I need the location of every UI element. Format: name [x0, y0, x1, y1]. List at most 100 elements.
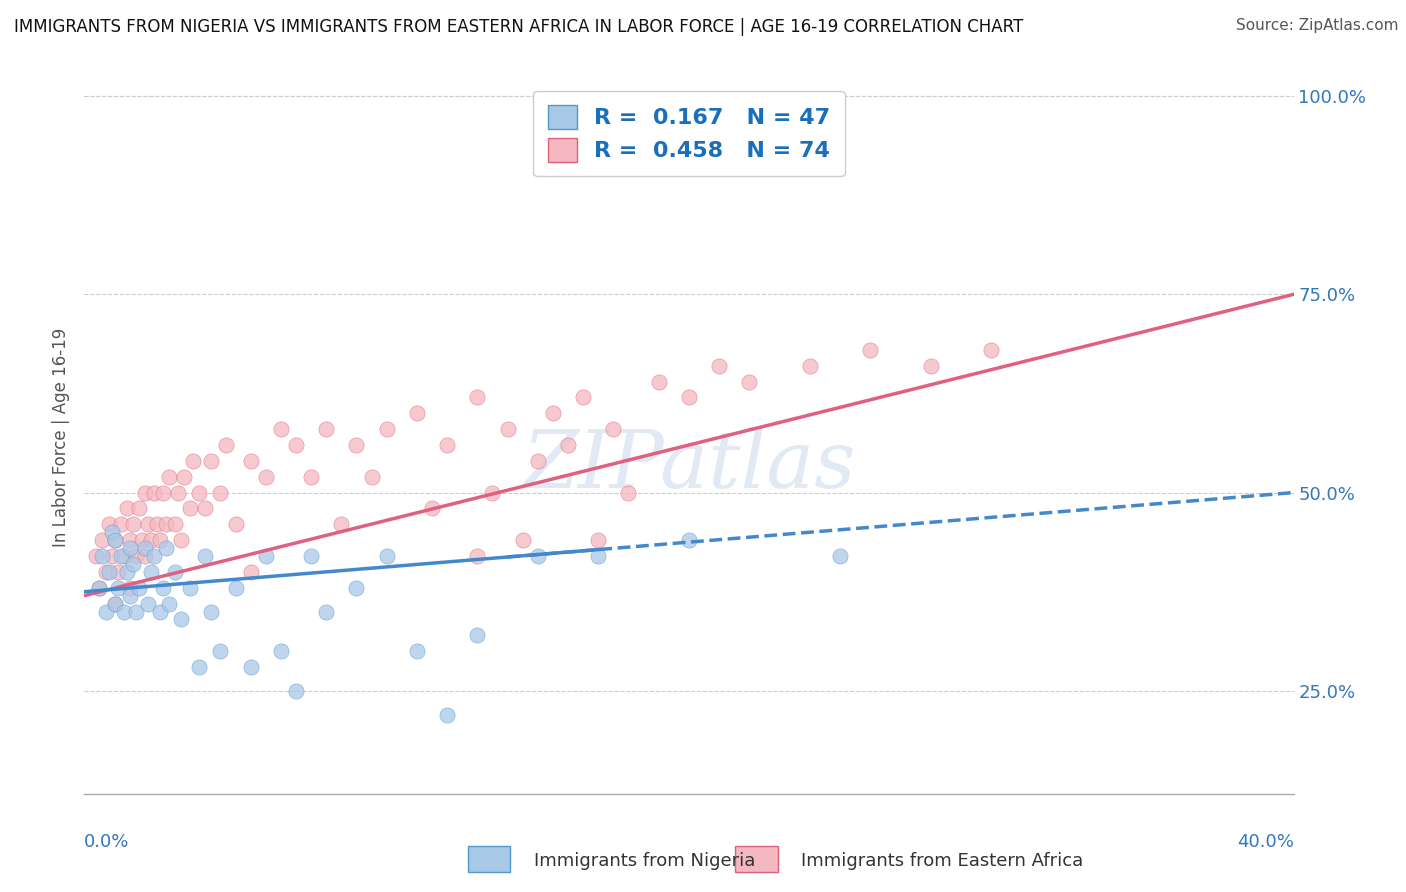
Point	[139, 565, 162, 579]
Point	[980, 343, 1002, 357]
Point	[134, 541, 156, 555]
Point	[165, 517, 187, 532]
Bar	[468, 846, 510, 872]
Point	[149, 605, 172, 619]
Point	[107, 581, 129, 595]
Point	[588, 549, 610, 563]
Point	[799, 359, 821, 373]
Point	[215, 438, 238, 452]
Point	[346, 581, 368, 595]
Point	[142, 549, 165, 563]
Point	[157, 469, 180, 483]
Point	[134, 485, 156, 500]
Point	[155, 517, 177, 532]
Point	[375, 422, 398, 436]
Point	[360, 469, 382, 483]
Point	[97, 565, 120, 579]
Point	[200, 454, 222, 468]
Point	[572, 391, 595, 405]
Legend: R =  0.167   N = 47, R =  0.458   N = 74: R = 0.167 N = 47, R = 0.458 N = 74	[533, 91, 845, 177]
Point	[200, 605, 222, 619]
Point	[118, 533, 141, 548]
Point	[209, 644, 232, 658]
Text: Source: ZipAtlas.com: Source: ZipAtlas.com	[1236, 18, 1399, 33]
Point	[481, 485, 503, 500]
Point	[194, 501, 217, 516]
Point	[346, 438, 368, 452]
Point	[588, 533, 610, 548]
Point	[94, 565, 117, 579]
Point	[104, 597, 127, 611]
Point	[436, 438, 458, 452]
Text: 0.0%: 0.0%	[84, 833, 129, 851]
Text: IMMIGRANTS FROM NIGERIA VS IMMIGRANTS FROM EASTERN AFRICA IN LABOR FORCE | AGE 1: IMMIGRANTS FROM NIGERIA VS IMMIGRANTS FR…	[14, 18, 1024, 36]
Point	[142, 485, 165, 500]
Point	[128, 581, 150, 595]
Point	[121, 557, 143, 571]
Point	[375, 549, 398, 563]
Point	[97, 517, 120, 532]
Point	[920, 359, 942, 373]
Point	[181, 454, 204, 468]
Point	[100, 525, 122, 540]
Point	[254, 549, 277, 563]
Point	[91, 533, 114, 548]
Point	[89, 581, 111, 595]
Point	[406, 406, 429, 420]
Point	[104, 597, 127, 611]
Point	[239, 565, 262, 579]
Point	[86, 549, 108, 563]
Point	[100, 549, 122, 563]
Point	[112, 605, 135, 619]
Point	[239, 660, 262, 674]
Point	[136, 517, 159, 532]
Point	[209, 485, 232, 500]
Point	[149, 533, 172, 548]
Point	[179, 501, 201, 516]
Point	[315, 605, 337, 619]
Bar	[735, 846, 778, 872]
Point	[89, 581, 111, 595]
Point	[134, 549, 156, 563]
Point	[467, 549, 489, 563]
Point	[859, 343, 882, 357]
Point	[285, 683, 308, 698]
Point	[165, 565, 187, 579]
Point	[420, 501, 443, 516]
Point	[118, 541, 141, 555]
Point	[617, 485, 640, 500]
Point	[512, 533, 534, 548]
Point	[152, 485, 174, 500]
Point	[467, 628, 489, 642]
Point	[115, 501, 138, 516]
Point	[678, 391, 700, 405]
Point	[678, 533, 700, 548]
Point	[125, 605, 148, 619]
Text: Immigrants from Eastern Africa: Immigrants from Eastern Africa	[801, 852, 1084, 870]
Point	[155, 541, 177, 555]
Point	[315, 422, 337, 436]
Point	[467, 391, 489, 405]
Point	[104, 533, 127, 548]
Point	[118, 581, 141, 595]
Point	[527, 549, 550, 563]
Point	[188, 485, 211, 500]
Point	[125, 549, 148, 563]
Point	[330, 517, 353, 532]
Point	[110, 549, 132, 563]
Point	[107, 565, 129, 579]
Text: Immigrants from Nigeria: Immigrants from Nigeria	[534, 852, 755, 870]
Point	[136, 597, 159, 611]
Point	[118, 589, 141, 603]
Point	[104, 533, 127, 548]
Point	[436, 707, 458, 722]
Point	[94, 605, 117, 619]
Point	[110, 517, 132, 532]
Y-axis label: In Labor Force | Age 16-19: In Labor Force | Age 16-19	[52, 327, 70, 547]
Point	[648, 375, 671, 389]
Point	[557, 438, 579, 452]
Point	[225, 581, 247, 595]
Point	[167, 485, 190, 500]
Point	[602, 422, 624, 436]
Point	[709, 359, 731, 373]
